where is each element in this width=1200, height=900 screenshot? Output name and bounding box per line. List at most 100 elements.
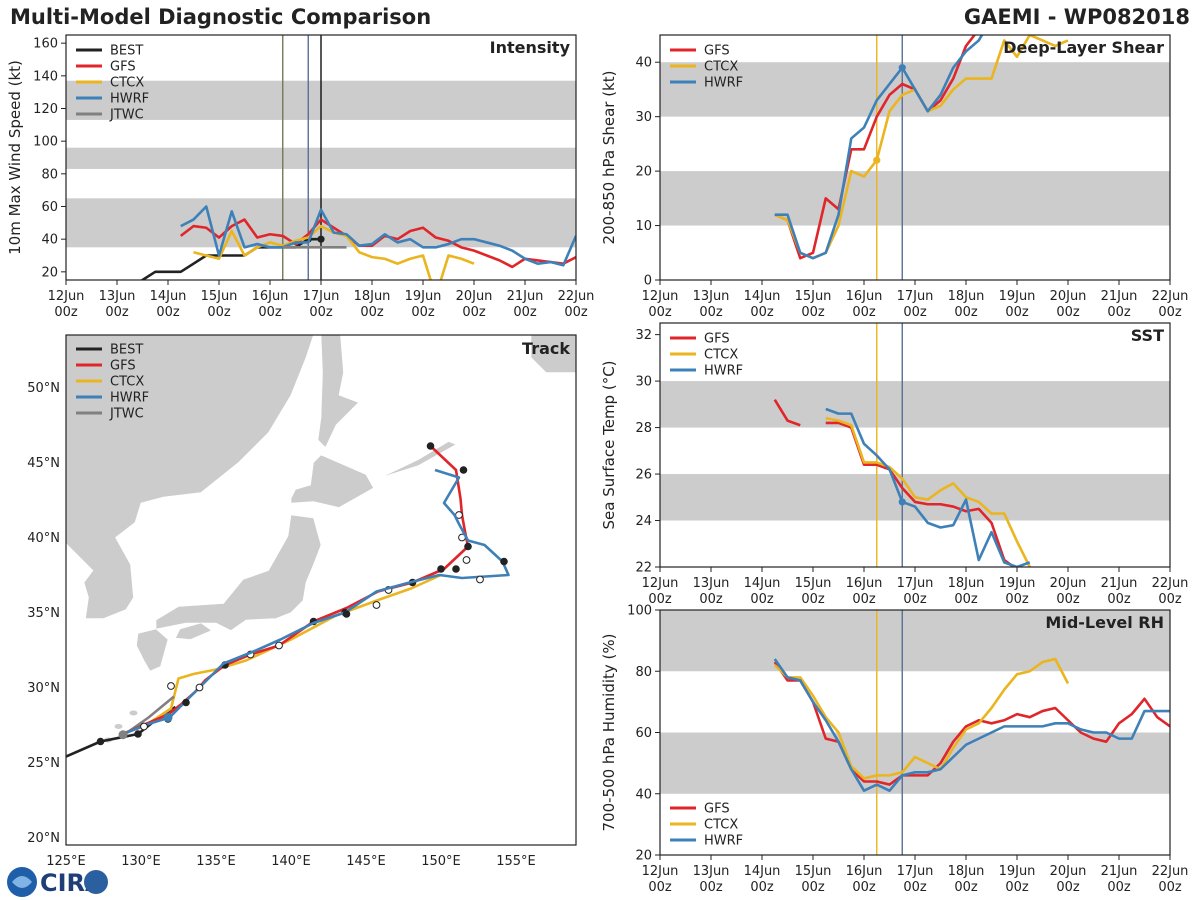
shear-marker-hwrf <box>898 64 906 72</box>
rh-band-0 <box>660 732 1170 794</box>
intensity-xtick-day: 17Jun <box>303 289 340 304</box>
track-dot-gfs <box>426 442 435 450</box>
land-island-2 <box>129 710 138 716</box>
shear-ytick-label: 40 <box>635 56 652 71</box>
shear-xtick-hour: 00z <box>903 305 927 320</box>
track-dot-gfs <box>464 542 472 551</box>
shear-band-0 <box>660 171 1170 226</box>
shear-line-hwrf-2 <box>774 35 984 260</box>
shear-legend-label-ctcx: CTCX <box>704 60 738 75</box>
sst-ytick-label: 24 <box>635 514 652 529</box>
rh-xtick-hour: 00z <box>954 880 978 895</box>
shear-marker-ctcx <box>873 156 881 164</box>
shear-xtick-day: 13Jun <box>693 289 730 304</box>
track-lon-label: 125°E <box>46 854 86 869</box>
sst-legend-label-hwrf: HWRF <box>704 364 743 379</box>
rh-xtick-day: 17Jun <box>897 864 934 879</box>
intensity-ytick-label: 140 <box>33 69 58 84</box>
track-layer <box>66 335 576 758</box>
track-legend-label-gfs: GFS <box>110 359 136 374</box>
intensity-xtick-day: 18Jun <box>354 289 391 304</box>
sst-xtick-hour: 00z <box>1005 592 1029 607</box>
intensity-xtick-hour: 00z <box>564 305 588 320</box>
land-hokkaido <box>290 454 374 508</box>
rh-xtick-hour: 00z <box>801 880 825 895</box>
intensity-xtick-hour: 00z <box>258 305 282 320</box>
sst-marker-hwrf <box>898 498 906 506</box>
intensity-xtick-day: 21Jun <box>507 289 544 304</box>
rh-line-hwrf-2 <box>773 658 1170 792</box>
sst-xtick-day: 18Jun <box>948 576 985 591</box>
track-open-dot-hwrf <box>195 683 204 692</box>
sst-xtick-hour: 00z <box>1056 592 1080 607</box>
land-shikoku <box>175 622 213 640</box>
rh-ytick-label: 40 <box>635 787 652 802</box>
shear-xtick-hour: 00z <box>1107 305 1131 320</box>
sst-xtick-day: 12Jun <box>642 576 679 591</box>
track-current-hwrf <box>163 713 173 722</box>
intensity-xtick-hour: 00z <box>513 305 537 320</box>
rh-xtick-day: 16Jun <box>846 864 883 879</box>
sst-xtick-hour: 00z <box>852 592 876 607</box>
cira-logo: CIRA <box>7 867 108 897</box>
intensity-series-group <box>140 205 576 280</box>
rh-xtick-day: 13Jun <box>693 864 730 879</box>
rh-xtick-day: 14Jun <box>744 864 781 879</box>
shear-xtick-hour: 00z <box>954 305 978 320</box>
rh-legend-label-ctcx: CTCX <box>704 818 738 833</box>
rh-xtick-day: 21Jun <box>1101 864 1138 879</box>
sst-xtick-hour: 00z <box>903 592 927 607</box>
shear-xtick-hour: 00z <box>1056 305 1080 320</box>
track-dot-gfs <box>437 565 445 573</box>
intensity-marker-best <box>317 235 325 243</box>
sst-ytick-label: 32 <box>635 328 652 343</box>
sst-xtick-day: 13Jun <box>693 576 730 591</box>
intensity-xtick-day: 19Jun <box>405 289 442 304</box>
rh-ytick-label: 100 <box>627 604 652 619</box>
track-lon-label: 150°E <box>421 854 461 869</box>
intensity-legend-label-ctcx: CTCX <box>110 76 144 91</box>
track-dot-gfs <box>459 466 468 474</box>
rh-band-1 <box>660 610 1170 672</box>
intensity-line-hwrf-3 <box>180 205 576 267</box>
track-line-ctcx <box>119 573 442 736</box>
intensity-xtick-hour: 00z <box>360 305 384 320</box>
sst-ytick-label: 28 <box>635 421 652 436</box>
sst-line-hwrf-3 <box>825 407 1031 567</box>
shear-xtick-hour: 00z <box>699 305 723 320</box>
track-dot-hwrf <box>500 557 508 566</box>
rh-xtick-day: 19Jun <box>999 864 1036 879</box>
track-open-dot-gfs <box>275 641 283 650</box>
land-kamchatka <box>530 335 576 373</box>
sst-xtick-day: 14Jun <box>744 576 781 591</box>
sst-xtick-hour: 00z <box>954 592 978 607</box>
intensity-ylabel: 10m Max Wind Speed (kt) <box>6 60 24 255</box>
rh-xtick-hour: 00z <box>1158 880 1182 895</box>
track-lon-label: 140°E <box>271 854 311 869</box>
sst-ytick-label: 26 <box>635 468 652 483</box>
rh-xtick-hour: 00z <box>903 880 927 895</box>
intensity-title: Intensity <box>490 38 571 57</box>
shear-ytick-label: 10 <box>635 219 652 234</box>
shear-xtick-day: 12Jun <box>642 289 679 304</box>
shear-xtick-day: 19Jun <box>999 289 1036 304</box>
track-lat-label: 35°N <box>27 606 60 621</box>
rh-xtick-hour: 00z <box>852 880 876 895</box>
shear-xtick-day: 14Jun <box>744 289 781 304</box>
shear-title: Deep-Layer Shear <box>1003 38 1164 57</box>
shear-xtick-hour: 00z <box>1158 305 1182 320</box>
intensity-ytick-label: 160 <box>33 37 58 52</box>
intensity-xtick-day: 15Jun <box>201 289 238 304</box>
track-legend-label-best: BEST <box>110 343 143 358</box>
rh-title: Mid-Level RH <box>1045 613 1164 632</box>
track-lat-label: 50°N <box>27 381 60 396</box>
track-dot-best <box>96 737 105 746</box>
sst-line-gfs-0 <box>773 399 801 427</box>
land-sakhalin <box>317 335 360 449</box>
track-open-dot-gfs <box>462 556 471 564</box>
shear-ytick-label: 30 <box>635 110 652 125</box>
track-legend-label-ctcx: CTCX <box>110 375 144 390</box>
shear-xtick-day: 15Jun <box>795 289 832 304</box>
sst-xtick-hour: 00z <box>699 592 723 607</box>
